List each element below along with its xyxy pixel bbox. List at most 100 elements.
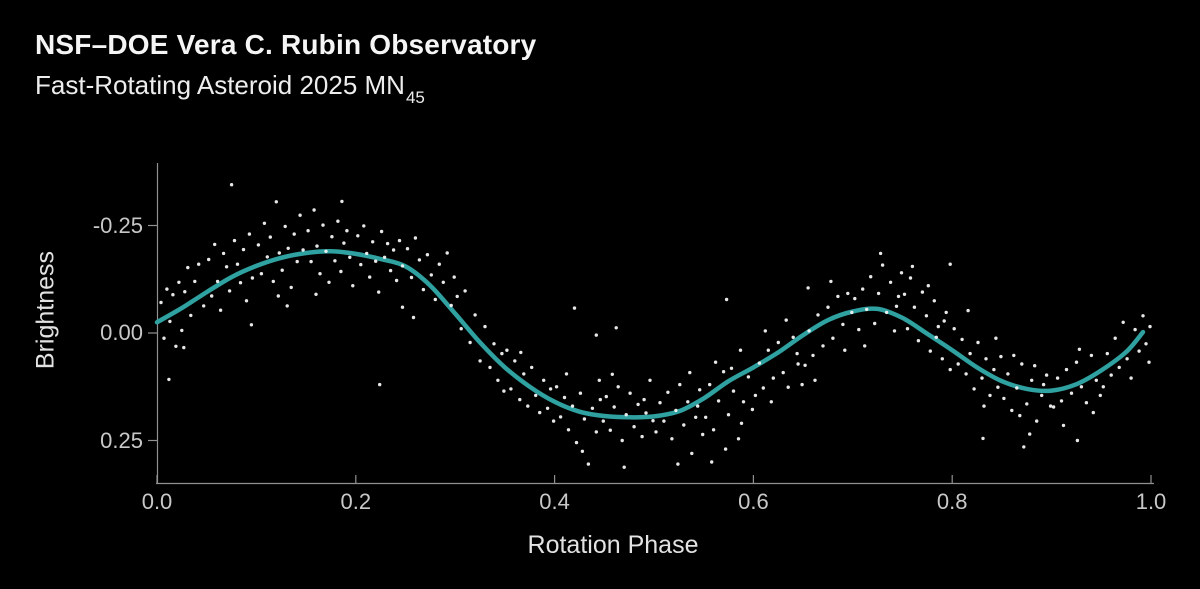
data-point [285,304,289,308]
data-point [238,281,243,285]
data-point [1133,327,1137,332]
data-point [276,294,280,298]
data-point [920,290,925,294]
data-point [686,400,690,404]
data-point [620,438,624,443]
data-point [186,265,190,270]
data-point [880,263,885,267]
data-point [309,259,313,264]
data-point [721,370,726,374]
data-point [417,258,422,262]
data-point [590,406,595,410]
data-point [899,271,904,275]
data-point [530,365,534,370]
data-point [202,304,206,308]
data-point [478,359,482,363]
data-point [397,238,402,243]
data-point [409,275,414,280]
data-point [483,324,487,329]
data-point [522,372,526,376]
data-point [437,262,441,266]
data-point [662,419,666,423]
data-point [1051,405,1056,409]
data-point [374,259,378,263]
data-point [413,236,418,240]
data-point [821,344,825,348]
data-point [1025,402,1029,406]
data-point [224,265,229,269]
data-point [826,305,830,309]
x-tick-label: 0.4 [539,489,570,514]
data-point [988,393,992,398]
data-point [853,296,857,301]
data-point [992,367,996,372]
data-point [932,299,936,303]
y-tick-label: 0.00 [100,320,143,345]
data-point [1055,376,1060,380]
data-point [594,333,598,337]
data-point [612,405,616,409]
data-point [1109,373,1113,377]
data-point [746,375,751,379]
data-point [622,465,626,469]
data-point [926,284,930,288]
data-point [271,279,275,284]
data-point [628,391,632,395]
data-point [249,323,254,327]
data-point [488,365,492,370]
data-point [1089,353,1094,358]
data-point [614,326,618,330]
data-point [235,262,240,266]
data-point [944,310,948,315]
data-point [312,208,316,212]
data-point [1041,382,1046,387]
data-point [701,432,705,437]
data-point [934,335,938,339]
data-point [1074,360,1079,364]
data-point [1077,347,1082,351]
data-point [463,289,467,293]
data-point [526,404,530,408]
data-point [182,345,186,350]
data-point [421,287,426,292]
data-point [1094,378,1099,382]
data-point [1061,423,1066,428]
data-point [776,340,780,345]
data-point [213,242,217,247]
data-point [807,329,811,333]
data-point [162,336,166,340]
data-point [960,337,964,342]
data-point [578,391,583,395]
data-point [753,393,758,398]
data-point [330,235,334,239]
data-point [378,382,382,387]
data-point [857,327,861,332]
x-axis-title: Rotation Phase [527,531,699,559]
data-point [168,319,172,324]
data-point [952,327,956,331]
data-point [545,406,550,410]
data-point [841,322,845,327]
data-point [896,294,901,299]
data-point [336,219,340,223]
data-point [594,430,598,434]
y-tick-label: 0.25 [100,427,143,453]
data-point [771,376,775,380]
data-point [286,246,290,250]
data-point [333,259,337,263]
data-point [241,247,246,252]
data-point [256,243,261,247]
data-point [1033,364,1037,368]
data-point [441,280,445,284]
data-point [981,436,985,441]
data-point [610,372,614,376]
data-point [452,275,456,279]
data-point [811,353,815,358]
data-point [964,372,968,376]
data-point [996,385,1000,389]
data-point [391,248,396,252]
data-point [936,324,940,329]
data-point [843,348,847,352]
data-point [908,276,913,280]
data-point [342,241,346,245]
